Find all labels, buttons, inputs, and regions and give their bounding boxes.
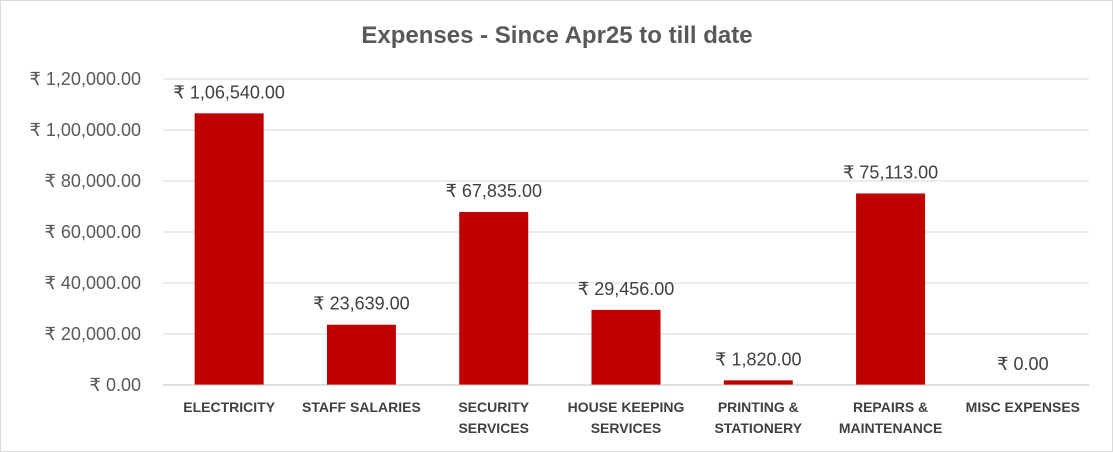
- bar: [194, 113, 264, 385]
- bar: [459, 212, 529, 385]
- data-label: ₹ 0.00: [997, 354, 1049, 374]
- data-label: ₹ 75,113.00: [843, 162, 938, 182]
- data-label: ₹ 67,835.00: [445, 181, 542, 201]
- x-tick-label: MAINTENANCE: [839, 420, 942, 436]
- y-axis-tick-labels: ₹ 0.00 ₹ 20,000.00 ₹ 40,000.00 ₹ 60,000.00 ₹…: [29, 69, 141, 395]
- bar: [856, 193, 926, 385]
- bar: [326, 324, 396, 385]
- y-tick-label: ₹ 20,000.00: [44, 324, 141, 344]
- bar: [723, 380, 793, 385]
- x-tick-label: SERVICES: [458, 420, 529, 436]
- x-tick-label: MISC EXPENSES: [966, 399, 1080, 415]
- x-tick-label: ELECTRICITY: [183, 399, 275, 415]
- gridlines: [163, 78, 1089, 335]
- y-tick-label: ₹ 0.00: [90, 375, 142, 395]
- y-tick-label: ₹ 1,20,000.00: [29, 69, 141, 89]
- x-axis-tick-labels: ELECTRICITY STAFF SALARIES SECURITY SERVICE…: [183, 399, 1080, 436]
- data-labels: ₹ 1,06,540.00 ₹ 23,639.00 ₹ 67,835.00 ₹ 29,…: [173, 82, 1048, 374]
- y-tick-label: ₹ 1,00,000.00: [29, 120, 141, 140]
- y-tick-label: ₹ 40,000.00: [44, 273, 141, 293]
- bar: [591, 309, 661, 385]
- chart-title: Expenses - Since Apr25 to till date: [361, 22, 752, 49]
- x-tick-label: SERVICES: [591, 420, 662, 436]
- y-tick-label: ₹ 60,000.00: [44, 222, 141, 242]
- y-tick-label: ₹ 80,000.00: [44, 171, 141, 191]
- x-tick-label: PRINTING &: [718, 399, 799, 415]
- data-label: ₹ 1,06,540.00: [173, 82, 285, 102]
- x-tick-label: STAFF SALARIES: [302, 399, 421, 415]
- x-tick-label: STATIONERY: [714, 420, 802, 436]
- x-tick-label: HOUSE KEEPING: [568, 399, 685, 415]
- data-label: ₹ 23,639.00: [313, 294, 410, 314]
- data-label: ₹ 1,820.00: [715, 349, 802, 369]
- data-label: ₹ 29,456.00: [578, 279, 675, 299]
- x-tick-label: SECURITY: [458, 399, 529, 415]
- bars: [194, 113, 926, 385]
- x-tick-label: REPAIRS &: [853, 399, 928, 415]
